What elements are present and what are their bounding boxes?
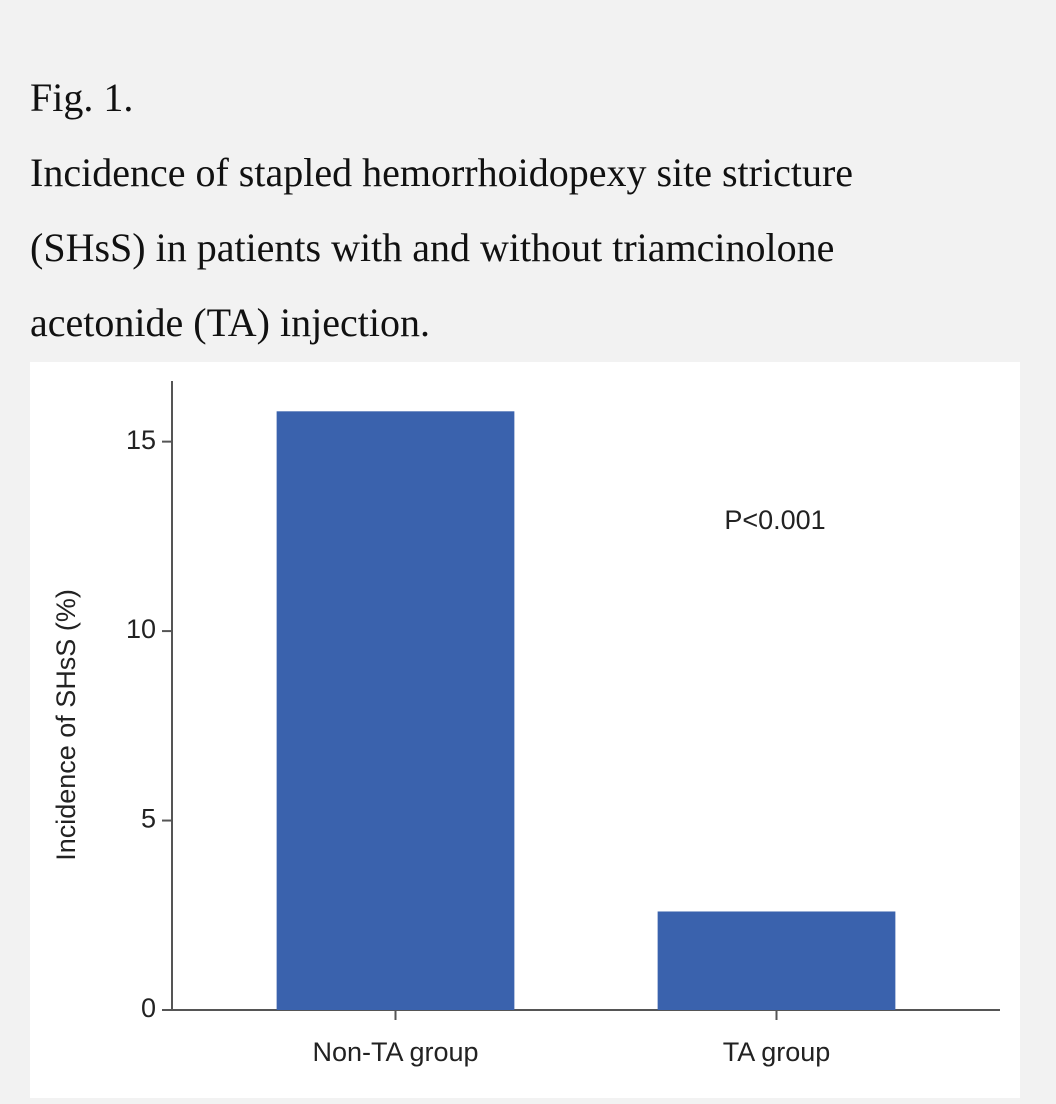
y-tick-label: 5: [141, 804, 156, 834]
y-tick-label: 15: [126, 425, 156, 455]
x-tick-label: Non-TA group: [312, 1037, 478, 1067]
annotation: P<0.001: [724, 505, 825, 535]
y-axis-label: Incidence of SHsS (%): [51, 589, 81, 861]
bar: [657, 911, 896, 1010]
figure-label: Fig. 1.: [30, 75, 134, 120]
bar: [276, 411, 515, 1011]
x-tick-label: TA group: [723, 1037, 831, 1067]
y-tick-label: 10: [126, 614, 156, 644]
caption: Incidence of stapled hemorrhoidopexy sit…: [30, 150, 854, 345]
y-tick-label: 0: [141, 993, 156, 1023]
